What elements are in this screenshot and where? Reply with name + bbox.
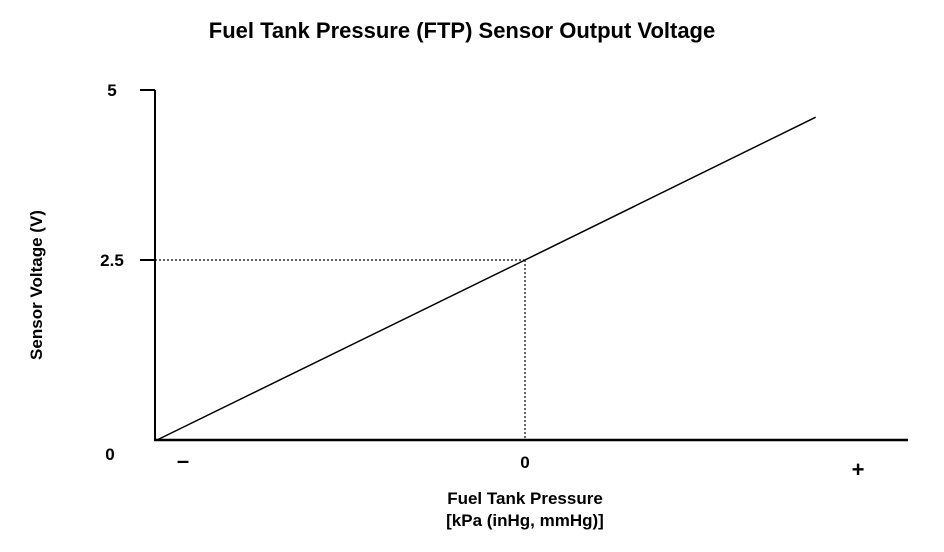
- x-axis-label-line2: [kPa (inHg, mmHg)]: [446, 511, 604, 530]
- series-line: [156, 116, 817, 441]
- y-tick-label: 5: [107, 81, 116, 100]
- x-ticks: – 0 +: [177, 448, 865, 482]
- y-tick-label: 2.5: [100, 251, 124, 270]
- series: [156, 116, 817, 441]
- y-ticks: 02.55: [100, 81, 155, 464]
- x-axis-label-line1: Fuel Tank Pressure: [447, 489, 603, 508]
- reference-lines: [155, 259, 526, 440]
- y-tick-label: 0: [105, 445, 114, 464]
- x-tick-label: –: [177, 448, 189, 473]
- y-axis-label: Sensor Voltage (V): [27, 210, 46, 360]
- chart-title: Fuel Tank Pressure (FTP) Sensor Output V…: [209, 18, 715, 43]
- x-tick-label: +: [852, 457, 865, 482]
- x-tick-label: 0: [520, 453, 529, 472]
